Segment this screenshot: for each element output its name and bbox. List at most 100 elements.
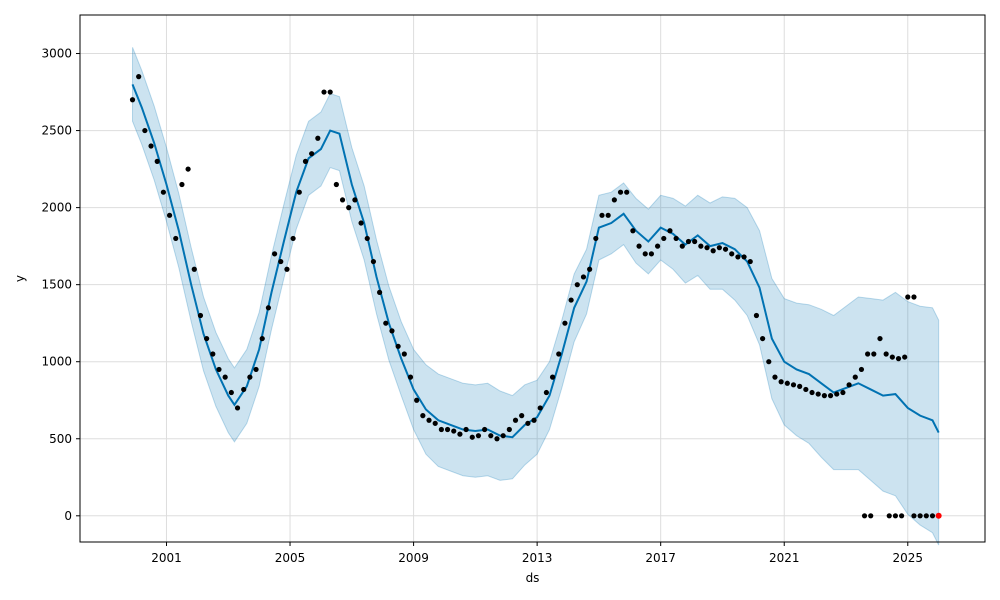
observed-point [642,251,648,257]
observed-point [494,436,500,442]
observed-point [753,312,760,319]
observed-point [142,127,148,134]
observed-point [506,426,512,433]
observed-point [858,366,865,373]
observed-point [148,143,154,149]
observed-point [889,354,895,360]
observed-point [488,433,494,439]
x-axis-label: ds [526,571,540,585]
zero-point [917,513,923,519]
x-tick-label: 2001 [151,551,182,565]
observed-point [154,158,160,164]
observed-point [692,238,698,245]
observed-point [426,417,432,423]
observed-point [790,382,797,388]
observed-point [605,212,611,218]
observed-point [271,251,278,257]
zero-point [911,513,917,519]
observed-point [210,351,216,357]
observed-point [457,431,463,437]
observed-point [587,266,593,272]
observed-point [197,312,204,319]
zero-point [868,513,874,519]
uncertainty-area [132,47,940,546]
zero-point [892,513,899,519]
observed-point [358,220,364,226]
observed-point [278,258,284,265]
observed-point [407,374,414,380]
observed-point [531,417,537,423]
highlight-marker [935,512,942,519]
observed-point [519,413,525,419]
observed-point [549,374,556,380]
observed-point [321,89,327,95]
zero-point [886,513,892,519]
observed-point [512,417,519,423]
observed-point [809,389,815,396]
observed-point [166,212,173,218]
observed-point [778,379,784,385]
observed-point [698,243,704,249]
observed-point [797,383,803,389]
observed-point [339,197,346,203]
observed-point [228,389,234,396]
y-tick-label: 2000 [41,201,72,215]
observed-point [420,413,426,419]
observed-point [722,246,729,252]
observed-point [234,405,241,411]
observed-point [630,228,636,234]
observed-point [136,74,142,80]
observed-point [611,197,617,203]
observed-point [444,426,451,433]
observed-point [883,351,889,357]
observed-point [284,266,290,272]
x-tick-label: 2005 [275,551,306,565]
zero-point [923,513,929,519]
observed-point [784,380,790,386]
observed-point [834,391,840,397]
observed-point [685,238,692,245]
observed-point [525,420,531,426]
zero-points [861,513,936,519]
observed-point [315,135,321,141]
observed-point [364,235,370,242]
y-tick-label: 0 [64,509,72,523]
observed-point [654,243,661,249]
observed-point [537,405,543,411]
y-tick-label: 500 [49,432,72,446]
observed-point [302,158,309,164]
observed-point [160,189,166,195]
observed-point [766,359,772,365]
observed-point [568,297,574,303]
observed-point [562,320,568,326]
observed-point [389,328,395,334]
observed-point [296,189,302,195]
observed-point [803,386,809,393]
observed-point [482,426,488,433]
observed-point [574,282,580,288]
observed-points [129,74,917,442]
observed-point [871,351,877,357]
observed-point [624,189,630,195]
observed-point [895,356,902,362]
grid [80,15,985,542]
observed-point [327,89,333,95]
observed-point [463,426,469,433]
x-tick-label: 2013 [522,551,553,565]
observed-point [661,235,667,242]
observed-point [253,366,259,373]
observed-point [821,393,827,399]
observed-point [191,266,197,272]
observed-point [265,305,272,311]
observed-point [352,197,358,203]
y-axis-ticks: 0 500 1000 1500 2000 2500 3000 [41,47,80,523]
observed-point [259,335,265,342]
x-tick-label: 2021 [769,551,800,565]
x-tick-label: 2017 [645,551,676,565]
observed-point [414,397,420,403]
zero-point [929,513,936,519]
observed-point [704,245,710,251]
observed-point [543,389,549,396]
observed-point [346,205,352,211]
